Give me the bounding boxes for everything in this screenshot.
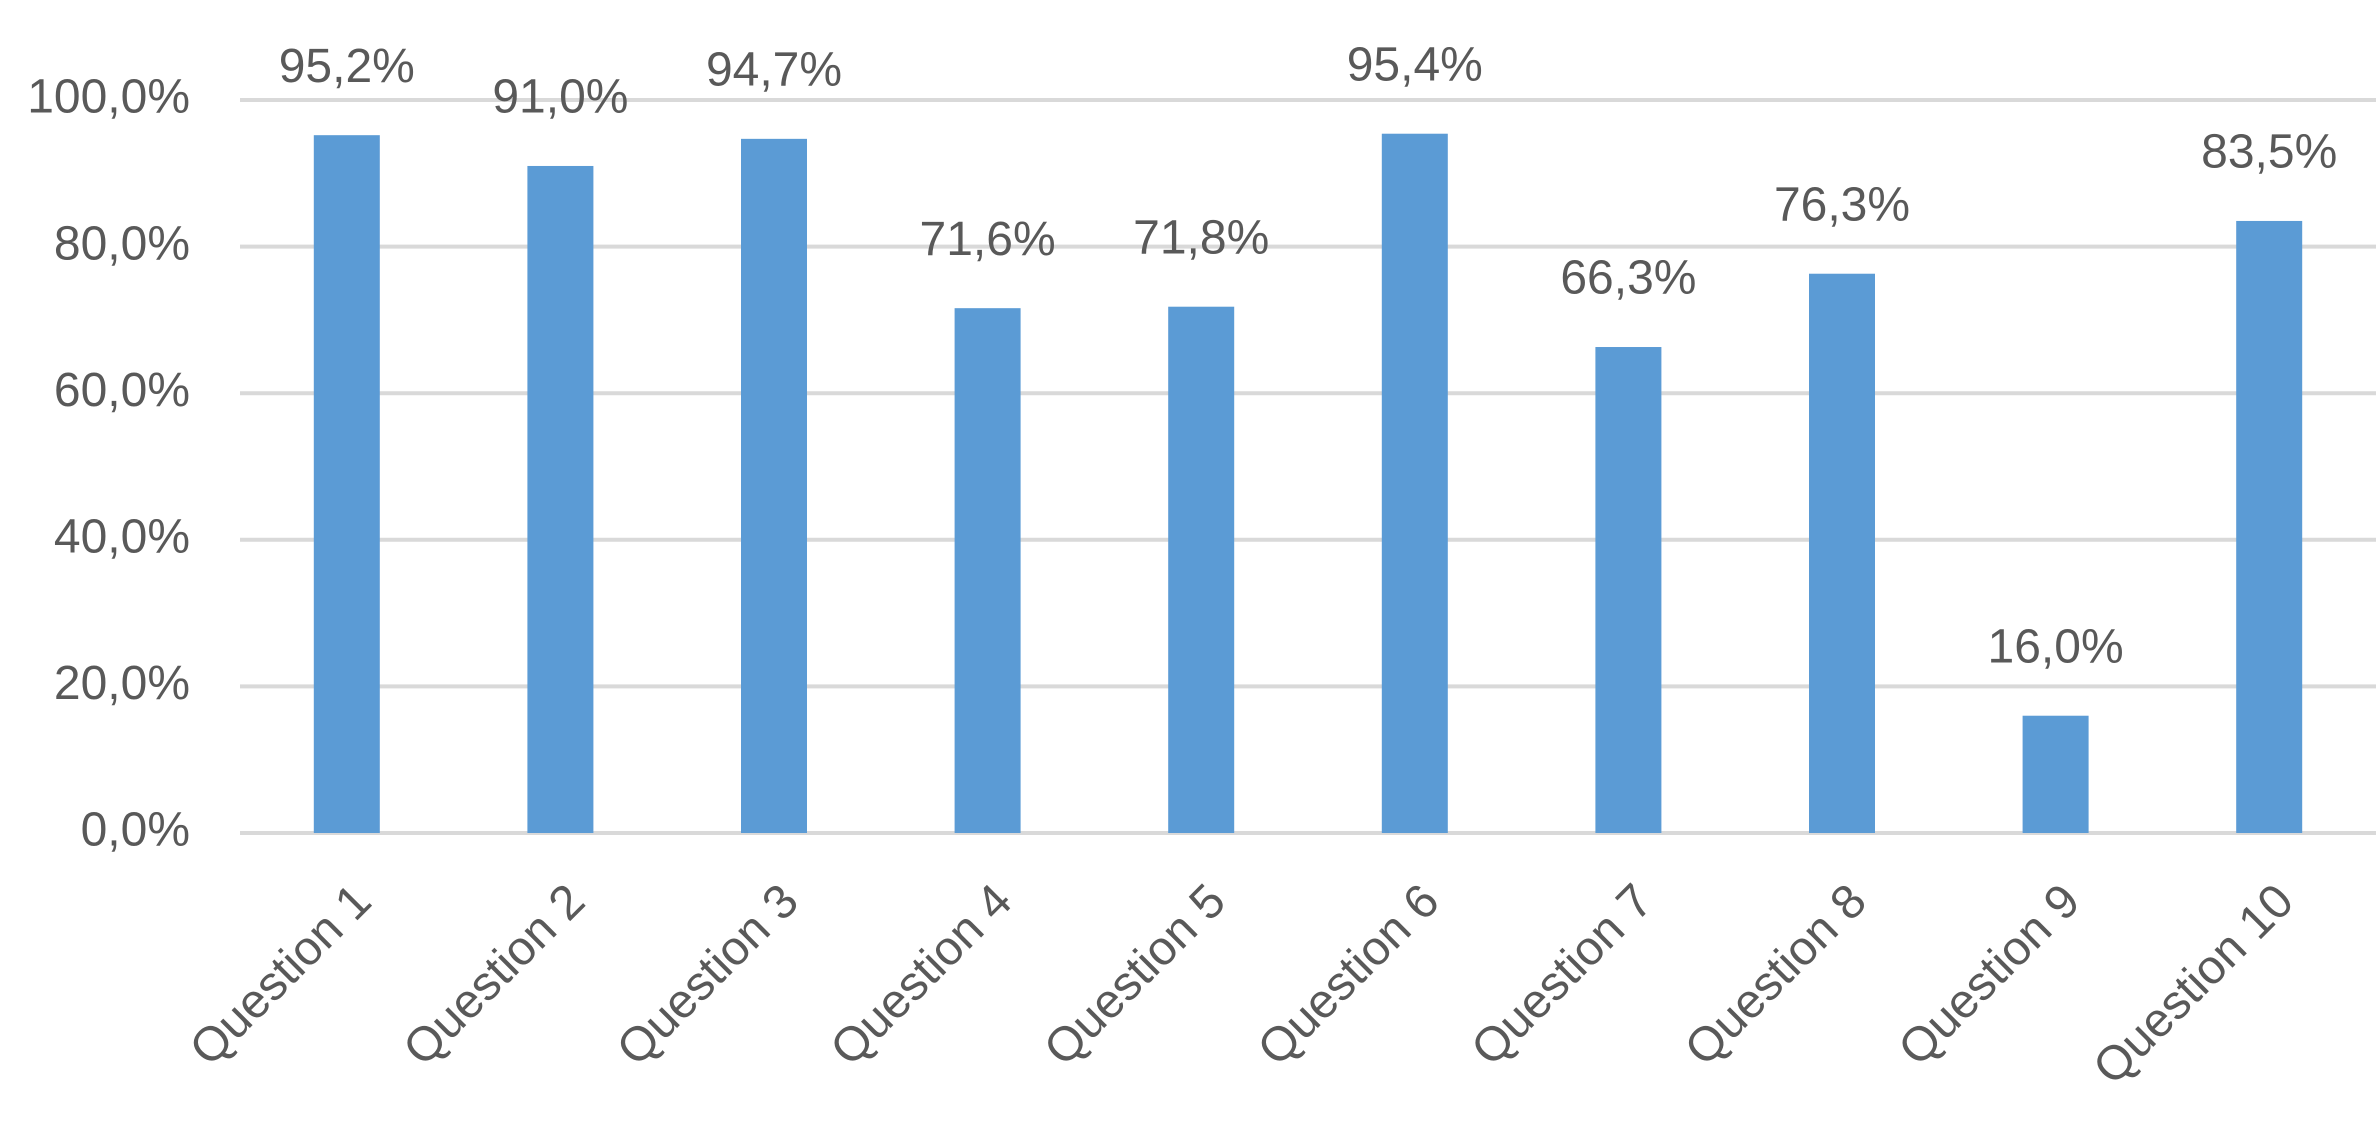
y-tick-label: 60,0% — [54, 364, 190, 417]
x-tick-label: Question 8 — [1675, 874, 1877, 1076]
bar — [527, 165, 594, 834]
x-tick-label: Question 7 — [1462, 874, 1664, 1076]
value-label: 76,3% — [1774, 178, 1910, 231]
y-tick-label: 40,0% — [54, 510, 190, 563]
value-label: 66,3% — [1560, 252, 1696, 305]
value-label: 95,2% — [279, 40, 415, 93]
x-tick-label: Question 5 — [1034, 874, 1236, 1076]
x-tick-label: Question 4 — [821, 874, 1023, 1076]
bar — [2022, 715, 2089, 833]
bar — [1168, 306, 1235, 833]
x-tick-label: Question 2 — [394, 874, 596, 1076]
y-tick-label: 20,0% — [54, 657, 190, 710]
x-tick-label: Question 9 — [1889, 874, 2091, 1076]
bar — [313, 135, 380, 833]
bar — [1381, 133, 1448, 833]
y-tick-label: 100,0% — [27, 71, 190, 124]
value-label: 16,0% — [1988, 620, 2124, 673]
bar — [741, 138, 807, 833]
x-tick-label: Question 10 — [2083, 874, 2304, 1095]
bar — [954, 308, 1021, 833]
value-label: 94,7% — [706, 44, 842, 97]
bar — [1809, 273, 1875, 833]
value-label: 83,5% — [2201, 126, 2337, 179]
y-tick-label: 80,0% — [54, 217, 190, 270]
x-tick-label: Question 6 — [1248, 874, 1450, 1076]
value-label: 71,6% — [920, 213, 1056, 266]
value-label: 71,8% — [1133, 211, 1269, 264]
value-label: 95,4% — [1347, 38, 1483, 91]
y-tick-label: 0,0% — [81, 804, 190, 857]
bar — [2236, 220, 2303, 833]
x-tick-label: Question 1 — [180, 874, 382, 1076]
x-tick-label: Question 3 — [607, 874, 809, 1076]
value-label: 91,0% — [492, 71, 628, 124]
bar — [1595, 347, 1662, 833]
